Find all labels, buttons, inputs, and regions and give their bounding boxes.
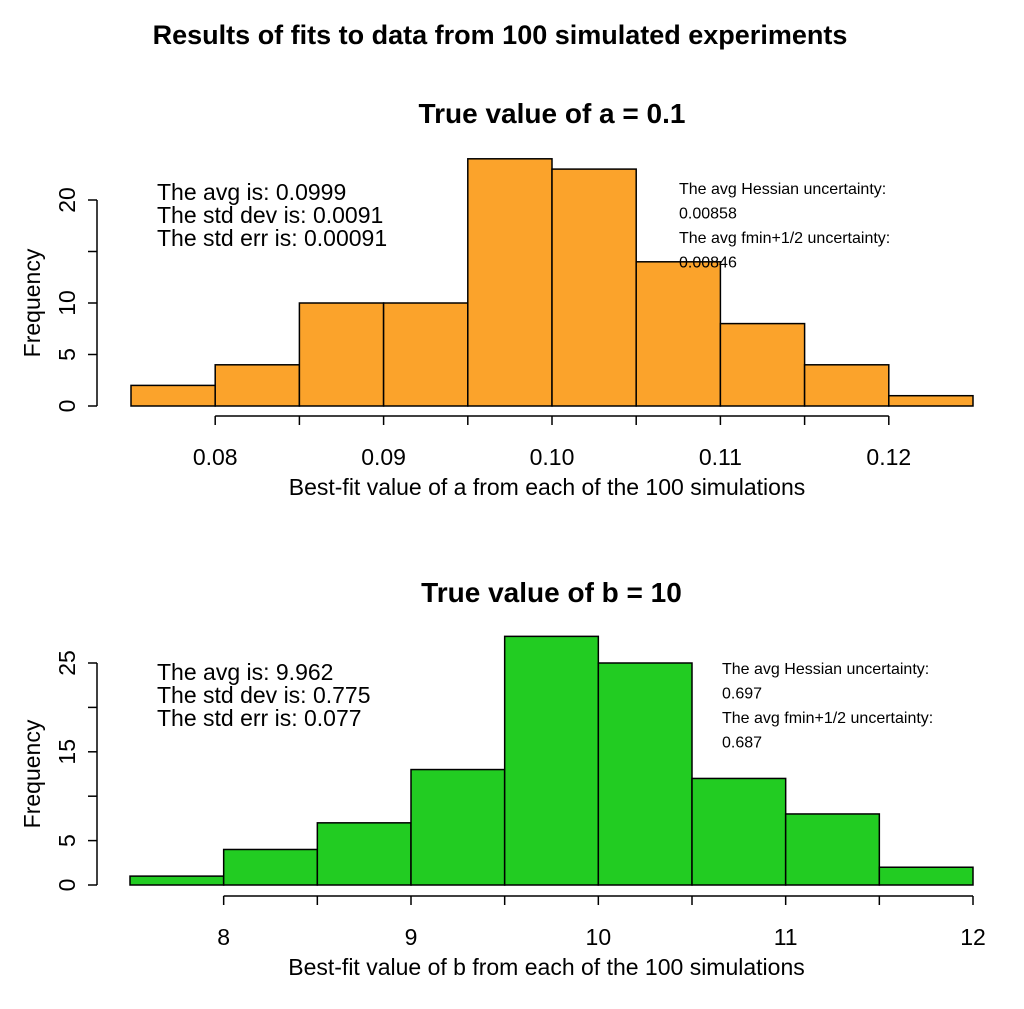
stats-annotation: The std err is: 0.00091 — [157, 225, 387, 251]
y-axis-label: Frequency — [19, 719, 45, 828]
x-tick-label: 11 — [774, 924, 798, 950]
y-axis-label: Frequency — [19, 248, 45, 357]
x-tick-label: 0.09 — [361, 444, 406, 470]
main-title: Results of fits to data from 100 simulat… — [153, 20, 848, 50]
y-tick-label: 15 — [54, 739, 80, 765]
uncertainty-annotation: 0.00858 — [679, 206, 737, 223]
uncertainty-annotation: The avg Hessian uncertainty: — [722, 661, 929, 678]
histogram-bar — [503, 635, 600, 886]
stats-annotation: The avg is: 0.0999 — [157, 179, 346, 205]
histogram-bar — [719, 322, 806, 407]
x-tick-label: 9 — [405, 924, 418, 950]
x-tick-label: 8 — [217, 924, 230, 950]
x-tick-label: 0.11 — [699, 444, 742, 470]
stats-annotation: The avg is: 9.962 — [157, 659, 333, 685]
histogram-bar — [691, 777, 787, 886]
histogram-bar — [888, 394, 974, 407]
y-tick-label: 25 — [54, 650, 80, 676]
histogram-bar — [214, 364, 301, 407]
histogram-bar — [298, 302, 385, 407]
histogram-bar — [382, 302, 469, 407]
uncertainty-annotation: The avg fmin+1/2 uncertainty: — [679, 230, 890, 247]
uncertainty-annotation: 0.687 — [722, 735, 762, 752]
y-tick-label: 10 — [54, 290, 80, 316]
panel-title: True value of b = 10 — [421, 577, 682, 608]
y-tick-label: 0 — [54, 879, 80, 892]
x-tick-label: 0.08 — [193, 444, 238, 470]
y-tick-label: 5 — [54, 834, 80, 847]
uncertainty-annotation: 0.697 — [722, 686, 762, 703]
x-axis-label: Best-fit value of a from each of the 100… — [289, 474, 806, 500]
histogram-bar — [222, 848, 319, 886]
histogram-bar — [597, 662, 693, 886]
histogram-bar — [129, 875, 225, 886]
x-tick-label: 12 — [960, 924, 986, 950]
histogram-panel-1: True value of a = 0.1 0.08 0.09 0.10 0.11 0.1… — [19, 98, 974, 500]
histogram-bar — [635, 261, 722, 407]
stats-annotation: The std err is: 0.077 — [157, 705, 362, 731]
x-tick-label: 10 — [586, 924, 612, 950]
histogram-bar — [784, 813, 881, 886]
x-tick-label: 0.10 — [530, 444, 575, 470]
uncertainty-annotation: 0.00846 — [679, 255, 737, 272]
histogram-panel-2: True value of b = 10 8 9 10 11 12 Best-fit val… — [19, 577, 986, 980]
y-tick-label: 0 — [54, 400, 80, 413]
y-tick-label: 20 — [54, 187, 80, 213]
x-axis-label: Best-fit value of b from each of the 100… — [288, 954, 805, 980]
histogram-bar — [410, 768, 506, 886]
uncertainty-annotation: The avg fmin+1/2 uncertainty: — [722, 710, 933, 727]
histogram-bar — [316, 822, 412, 886]
stats-annotation: The std dev is: 0.775 — [157, 682, 371, 708]
histogram-bar — [467, 158, 553, 407]
histogram-bar — [551, 168, 637, 407]
y-tick-label: 5 — [54, 348, 80, 361]
uncertainty-annotation: The avg Hessian uncertainty: — [679, 181, 886, 198]
panel-title: True value of a = 0.1 — [419, 98, 686, 129]
stats-annotation: The std dev is: 0.0091 — [157, 202, 383, 228]
histogram-bar — [130, 384, 216, 407]
histogram-bar — [878, 866, 974, 886]
x-tick-label: 0.12 — [866, 444, 911, 470]
histogram-bar — [803, 364, 890, 407]
